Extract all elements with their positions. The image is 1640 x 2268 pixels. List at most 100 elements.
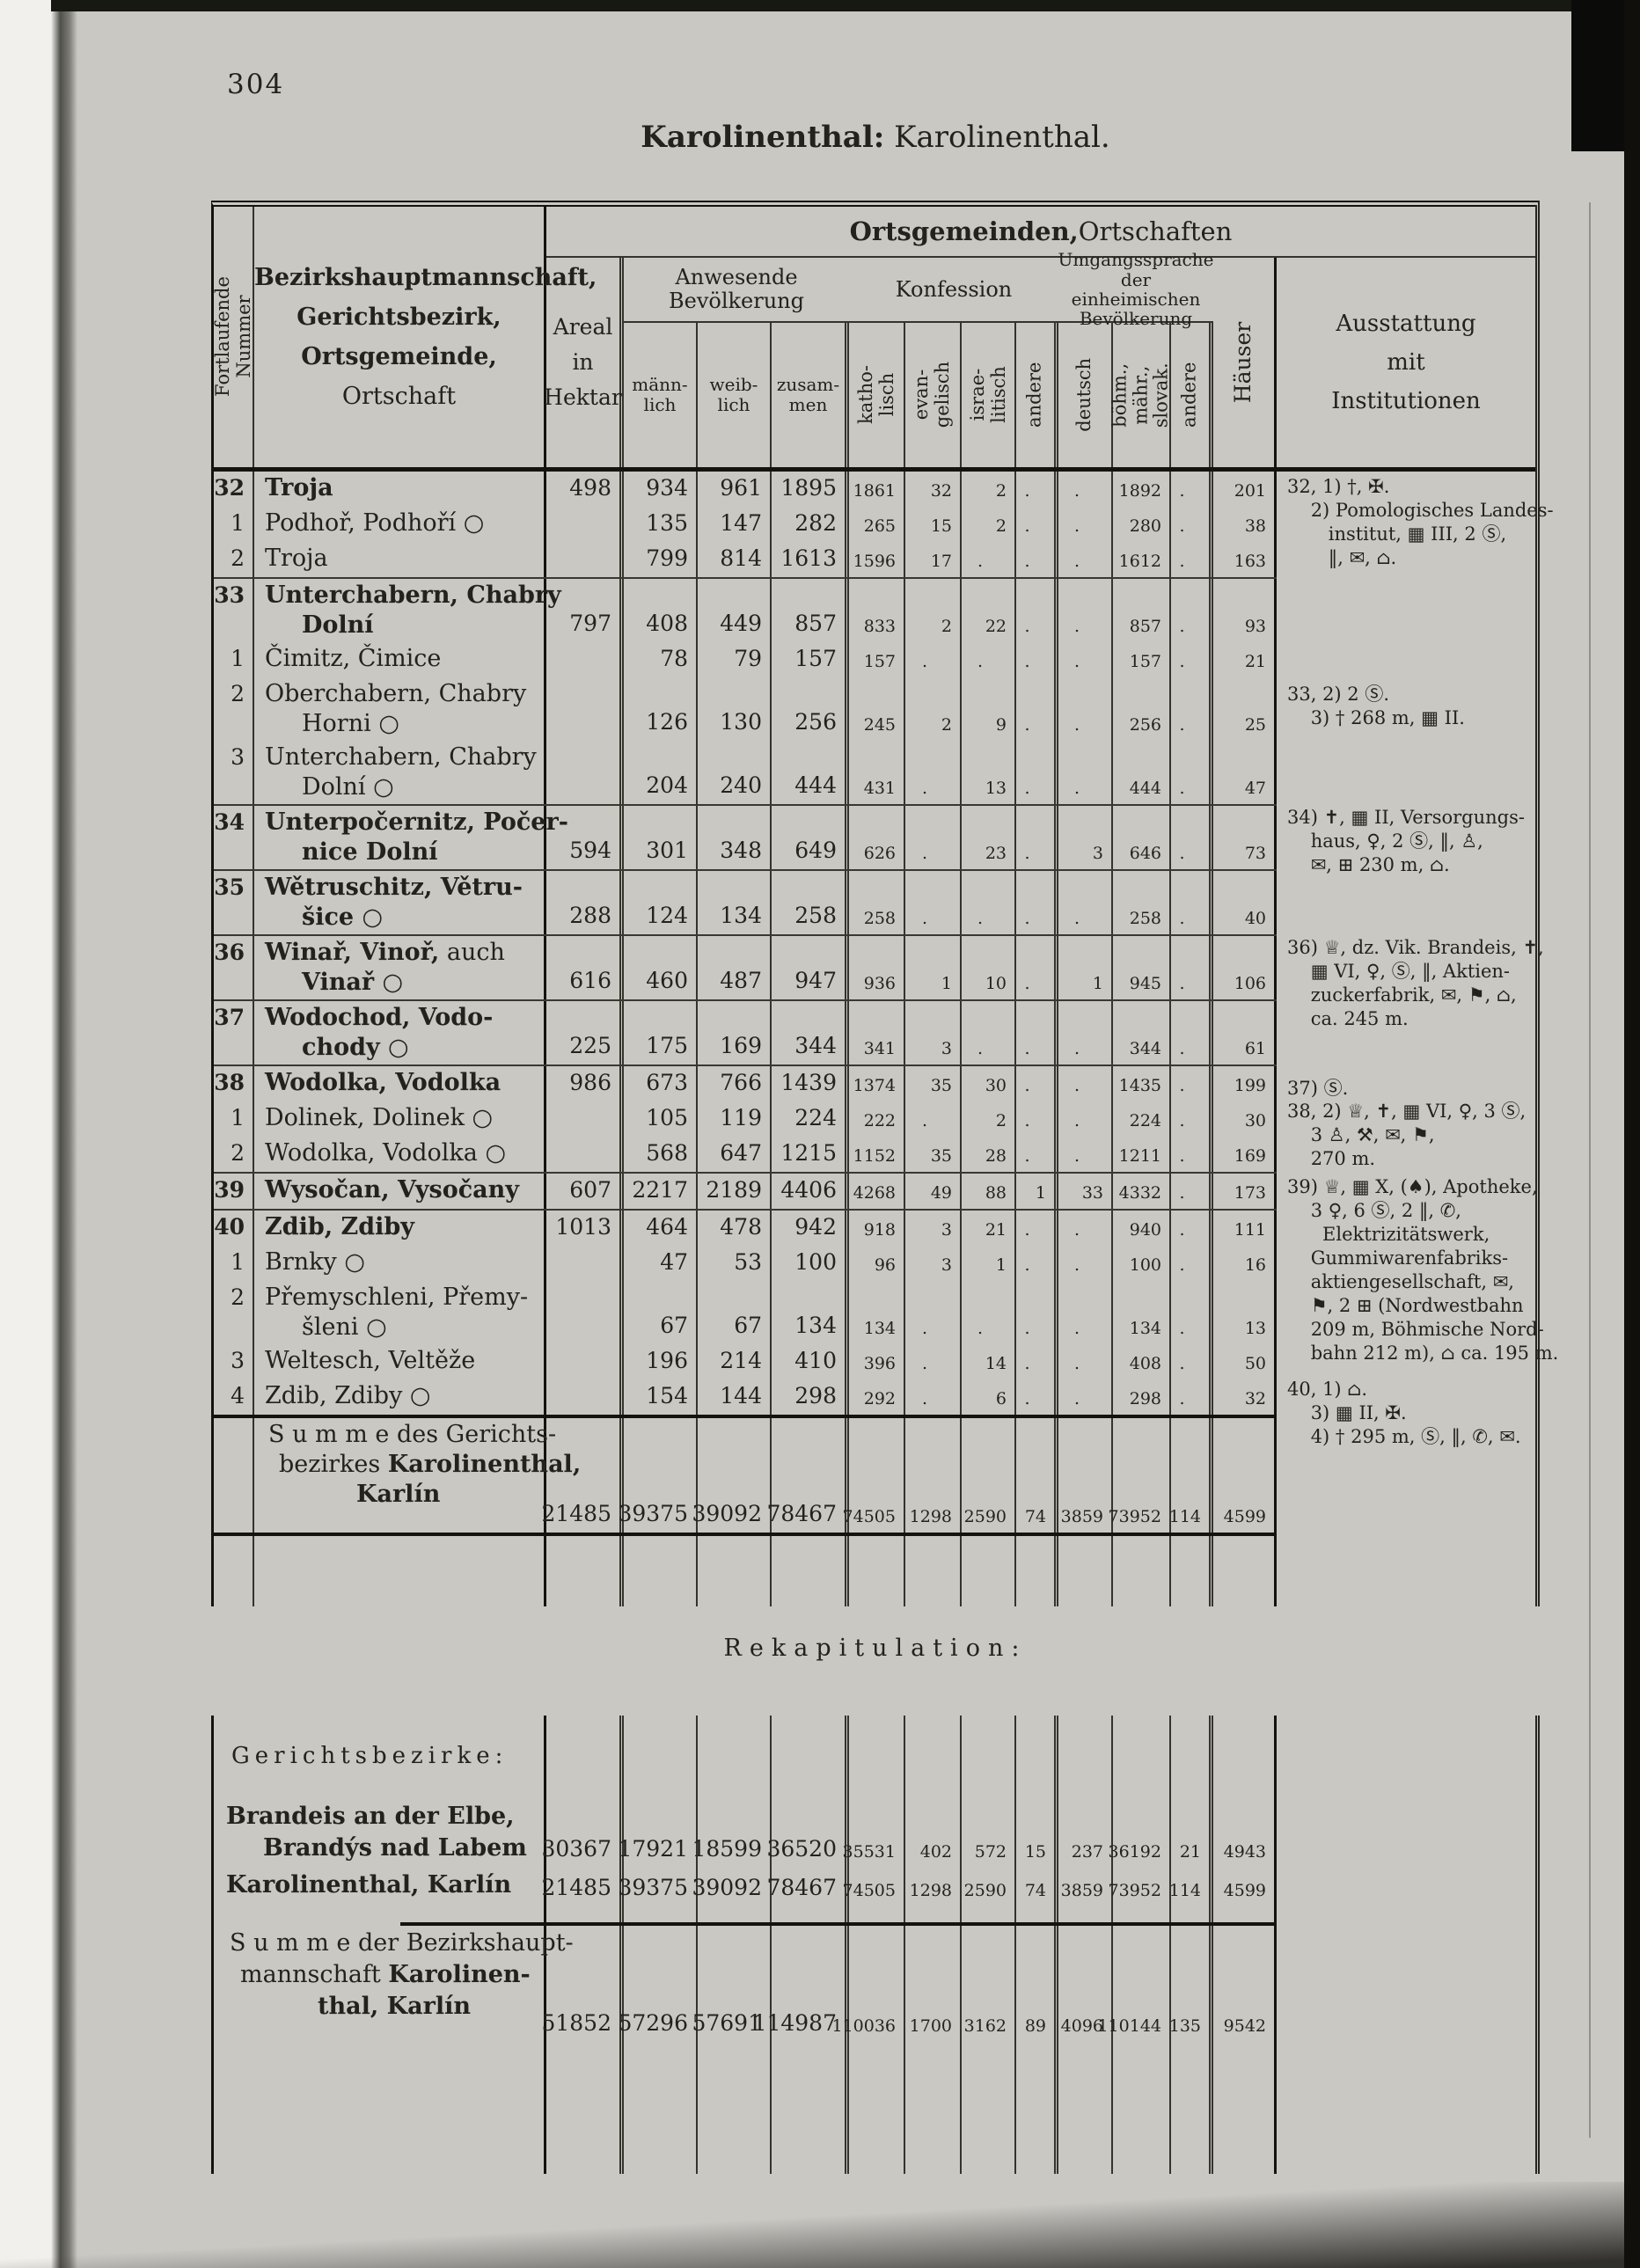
name-segment: Brnky ○ [265, 1248, 365, 1276]
value-cell: 2 [905, 677, 962, 741]
table-row: 38 Wodolka, Vodolka 986 673 766 1439 1374 35 30.… [214, 1066, 1277, 1101]
value-cell: 224 [772, 1101, 849, 1137]
name-segment: Troja [265, 545, 328, 572]
value-cell: 647 [698, 1137, 772, 1172]
value-cell: 13 [962, 741, 1016, 804]
column-group-konfession: Konfession katho- lisch evan- gelisch is… [849, 258, 1058, 467]
name-segment: Wodolka, Vodolka ○ [265, 1139, 507, 1167]
value-cell: 61 [1213, 1001, 1277, 1064]
rekap-row: Brandeis an der Elbe, Brandýs nad Labem 30… [214, 1799, 1277, 1868]
value-cell: 21 [962, 1211, 1016, 1246]
row-number: 32 [214, 472, 254, 507]
place-name: Troja [254, 472, 546, 507]
value-cell: 36192 [1109, 1799, 1171, 1868]
value-cell: 9 [962, 677, 1016, 741]
row-number: 2 [214, 1281, 254, 1344]
value-cell: . [962, 871, 1016, 934]
value-cell [1213, 2042, 1277, 2174]
value-cell: 240 [698, 741, 772, 804]
table-row: 34 Unterpočernitz, Počer-nice Dolní 594 301… [214, 806, 1277, 869]
value-cell: 265 [849, 507, 905, 542]
value-cell: . [1058, 1379, 1113, 1415]
value-cell: 237 [1058, 1799, 1113, 1868]
value-cell: . [1058, 1137, 1113, 1172]
value-cell: 301 [624, 806, 698, 869]
column-header-deutsch: deutsch [1058, 323, 1113, 467]
value-cell: 833 [849, 579, 905, 642]
value-cell: 22 [962, 579, 1016, 642]
footnote: 39) ♕, ▦ X, (♠), Apotheke, 3 ♀, 6 Ⓢ, 2 ‖… [1287, 1176, 1559, 1364]
value-cell: 1 [962, 1246, 1016, 1281]
value-cell: 478 [698, 1211, 772, 1246]
name-segment: mannschaft [240, 1961, 389, 1988]
value-cell [546, 507, 624, 542]
value-cell: . [905, 1281, 962, 1344]
value-cell: 67 [624, 1281, 698, 1344]
table-row: 1 Čimitz, Čimice 78 79 157 157.... 157. 21 [214, 642, 1277, 677]
value-cell: . [1016, 806, 1058, 869]
value-cell: 106 [1213, 936, 1277, 999]
value-cell: 1374 [849, 1066, 905, 1101]
footnote: 38, 2) ♕, ✝, ▦ VI, ♀, 3 Ⓢ, 3 ♙, ⚒, ✉, ⚑,… [1287, 1101, 1527, 1169]
value-cell: 673 [624, 1066, 698, 1101]
value-cell: 17 [905, 542, 962, 577]
value-cell: 282 [772, 507, 849, 542]
value-cell [546, 1137, 624, 1172]
value-cell [905, 1716, 962, 1799]
value-cell: 126 [624, 677, 698, 741]
value-cell: . [1171, 677, 1213, 741]
statistics-table: Fortlaufende Nummer Bezirkshauptmannscha… [211, 201, 1558, 1606]
rekap-sum-row: S u m m e der Bezirkshaupt-mannschaft Ka… [214, 1926, 1277, 2042]
name-segment: Horni ○ [302, 710, 399, 737]
value-cell: 9542 [1213, 1926, 1277, 2042]
value-cell: 10 [962, 936, 1016, 999]
value-cell: 93 [1213, 579, 1277, 642]
value-cell: . [1016, 1001, 1058, 1064]
value-cell: 110144 [1097, 1926, 1171, 2042]
value-cell: 74505 [843, 1868, 905, 1906]
value-cell: 1013 [546, 1211, 624, 1246]
value-cell [546, 1536, 624, 1606]
value-cell: 1435 [1113, 1066, 1171, 1101]
value-cell: . [1171, 1211, 1213, 1246]
value-cell [546, 1281, 624, 1344]
row-number: 1 [214, 507, 254, 542]
name-segment: Unterchabern, Chabry [265, 743, 537, 771]
value-cell: 74 [1016, 1868, 1058, 1906]
name-segment: auch [439, 939, 505, 966]
value-cell: 147 [698, 507, 772, 542]
value-cell: 1596 [849, 542, 905, 577]
name-segment: Wodolka, Vodolka [265, 1069, 502, 1096]
rekap-sum-label: S u m m e der Bezirkshaupt-mannschaft Ka… [214, 1926, 574, 2042]
row-number: 3 [214, 1344, 254, 1379]
value-cell: 292 [849, 1379, 905, 1415]
value-cell: 344 [772, 1001, 849, 1064]
name-segment: Karolinenthal, Karlín [226, 1871, 512, 1899]
row-number: 38 [214, 1066, 254, 1101]
page-title-court: Karolinenthal. [884, 120, 1110, 155]
value-cell: 39092 [692, 1418, 772, 1533]
value-cell: 51852 [541, 1926, 624, 2042]
value-cell: 1613 [772, 542, 849, 577]
value-cell: 169 [1213, 1137, 1277, 1172]
value-cell: 344 [1113, 1001, 1171, 1064]
value-cell: 17921 [618, 1799, 698, 1868]
value-cell: 30 [962, 1066, 1016, 1101]
value-cell: 256 [772, 677, 849, 741]
column-header-israelitisch: israe- litisch [962, 323, 1016, 467]
value-cell [1113, 2042, 1171, 2174]
rekap-gap-row [214, 1906, 1277, 1922]
row-number: 3 [214, 741, 254, 804]
value-cell: . [1171, 806, 1213, 869]
value-cell: . [962, 1001, 1016, 1064]
value-cell: . [1171, 579, 1213, 642]
group-separator [214, 804, 1277, 806]
column-header-weiblich: weib- lich [698, 323, 772, 467]
place-name: Wětruschitz, Větru-šice ○ [254, 871, 546, 934]
value-cell: 1700 [905, 1926, 962, 2042]
value-cell: 1895 [772, 472, 849, 507]
value-cell: 73952 [1109, 1418, 1171, 1533]
name-segment: Dolní [302, 611, 374, 639]
value-cell: 986 [546, 1066, 624, 1101]
value-cell: 35 [905, 1137, 962, 1172]
